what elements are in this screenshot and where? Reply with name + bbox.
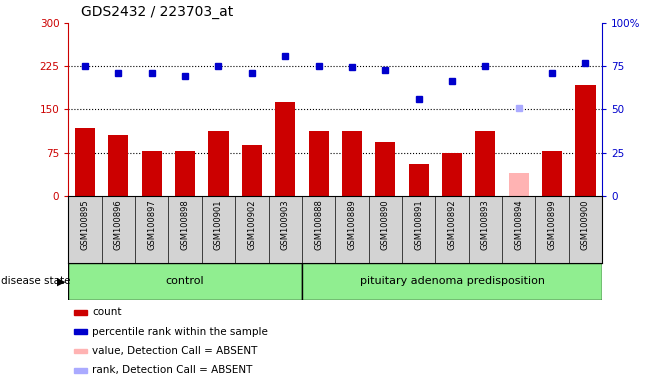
Bar [302, 263, 602, 300]
Bar [74, 368, 87, 373]
Text: pituitary adenoma predisposition: pituitary adenoma predisposition [359, 276, 544, 286]
Bar [74, 329, 87, 334]
Bar [142, 151, 162, 196]
Bar [74, 349, 87, 353]
Text: GSM100903: GSM100903 [281, 199, 290, 250]
Bar [242, 145, 262, 196]
Text: GSM100894: GSM100894 [514, 199, 523, 250]
Text: GSM100890: GSM100890 [381, 199, 390, 250]
Text: control: control [166, 276, 204, 286]
Text: GSM100893: GSM100893 [481, 199, 490, 250]
Text: GSM100892: GSM100892 [447, 199, 456, 250]
Bar [208, 131, 229, 196]
Text: GDS2432 / 223703_at: GDS2432 / 223703_at [81, 5, 234, 19]
Text: GSM100901: GSM100901 [214, 199, 223, 250]
Bar [575, 85, 596, 196]
Text: disease state: disease state [1, 276, 70, 286]
Text: GSM100891: GSM100891 [414, 199, 423, 250]
Bar [442, 153, 462, 196]
Text: GSM100896: GSM100896 [114, 199, 123, 250]
Text: GSM100897: GSM100897 [147, 199, 156, 250]
Text: GSM100898: GSM100898 [180, 199, 189, 250]
Text: ▶: ▶ [57, 276, 65, 286]
Text: GSM100895: GSM100895 [81, 199, 90, 250]
Bar [375, 142, 395, 196]
Text: GSM100902: GSM100902 [247, 199, 256, 250]
Text: rank, Detection Call = ABSENT: rank, Detection Call = ABSENT [92, 366, 253, 376]
Bar [409, 164, 428, 196]
Text: count: count [92, 307, 122, 317]
Bar [68, 263, 302, 300]
Text: value, Detection Call = ABSENT: value, Detection Call = ABSENT [92, 346, 258, 356]
Bar [74, 310, 87, 314]
Text: GSM100900: GSM100900 [581, 199, 590, 250]
Bar [175, 151, 195, 196]
Bar [75, 128, 95, 196]
Text: GSM100888: GSM100888 [314, 199, 323, 250]
Bar [342, 131, 362, 196]
Bar [309, 131, 329, 196]
Bar [108, 136, 128, 196]
Text: percentile rank within the sample: percentile rank within the sample [92, 327, 268, 337]
Bar [509, 173, 529, 196]
Bar [542, 151, 562, 196]
Text: GSM100899: GSM100899 [547, 199, 557, 250]
Bar [475, 131, 495, 196]
Text: GSM100889: GSM100889 [348, 199, 357, 250]
Bar [275, 102, 296, 196]
